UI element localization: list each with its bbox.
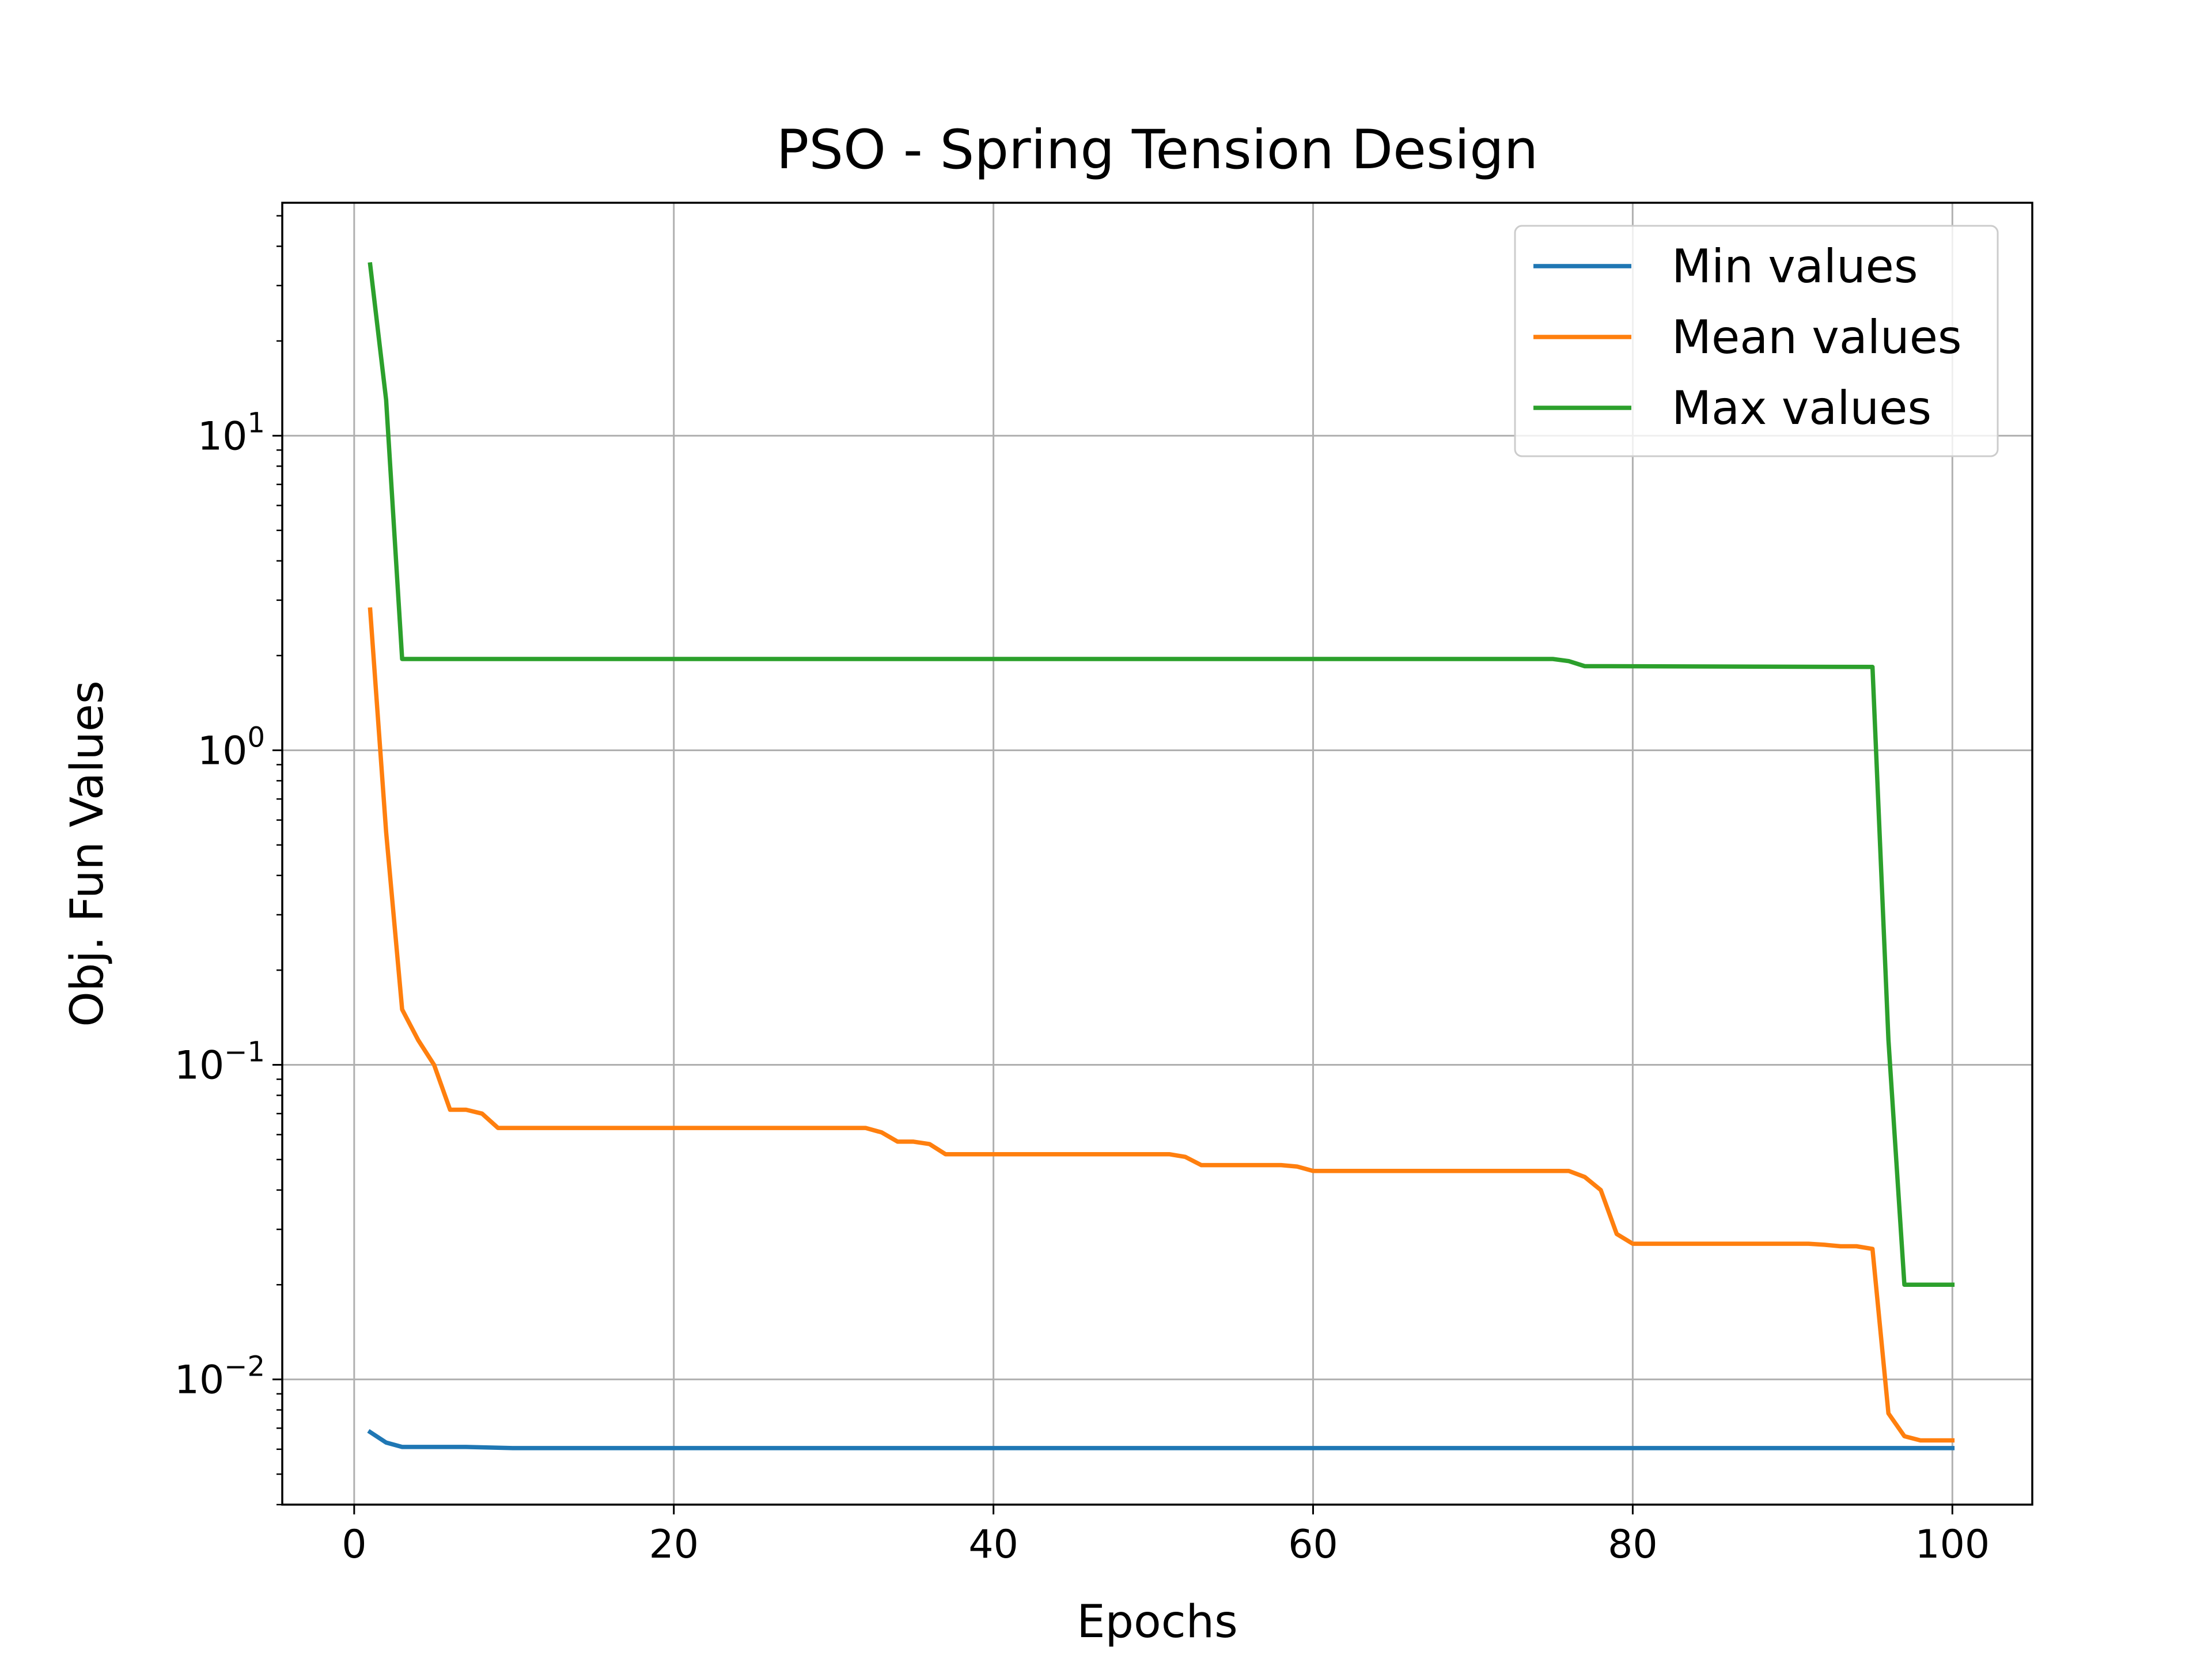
y-tick-label: 101 [198, 407, 265, 459]
min-valuesline [367, 1429, 1955, 1450]
legend: Min values Mean values Max values [1514, 225, 1999, 457]
x-tick-label: 100 [1915, 1522, 1990, 1567]
axis-ticks: 0 20 40 60 80 100 10−2 10−1 100 101 [175, 215, 1990, 1567]
x-tick-label: 40 [968, 1522, 1018, 1567]
legend-label: Max values [1672, 381, 1931, 435]
x-tick-label: 20 [649, 1522, 699, 1567]
x-tick-label: 80 [1608, 1522, 1658, 1567]
legend-label: Mean values [1672, 310, 1962, 364]
x-tick-label: 60 [1288, 1522, 1338, 1567]
legend-box [1514, 225, 1999, 457]
y-tick-label: 100 [198, 721, 265, 774]
y-axis-label: Obj. Fun Values [62, 680, 113, 1027]
plot-area-frame [281, 202, 2033, 1506]
y-tick-label: 10−1 [175, 1036, 265, 1089]
x-tick-label: 0 [342, 1522, 366, 1567]
y-tick-label: 10−2 [175, 1351, 265, 1403]
chart-title: PSO - Spring Tension Design [777, 119, 1539, 181]
max-valuesline [368, 262, 1955, 1287]
mean-valuesline [368, 607, 1955, 1443]
legend-label: Min values [1672, 240, 1918, 293]
x-axis-label: Epochs [1077, 1596, 1237, 1648]
series-lines [367, 262, 1955, 1450]
